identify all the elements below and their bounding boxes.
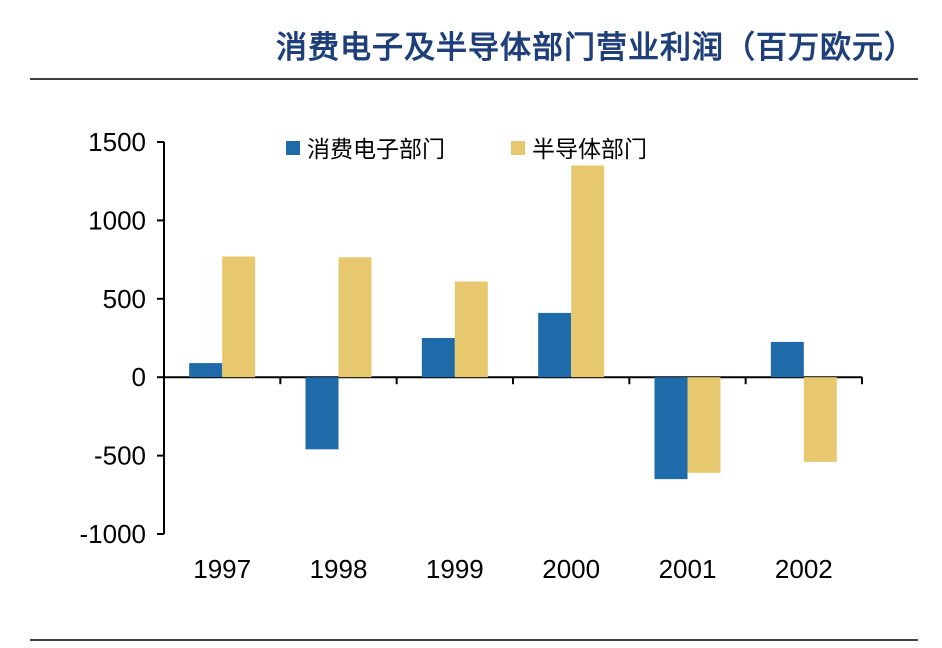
bar-consumer-electronics-2002 bbox=[770, 341, 804, 378]
bar-semiconductor-2000 bbox=[571, 165, 605, 378]
x-tick-label: 1997 bbox=[193, 554, 251, 584]
y-tick-label: 500 bbox=[103, 284, 146, 314]
bar-semiconductor-1997 bbox=[222, 256, 256, 378]
y-tick-label: -500 bbox=[94, 441, 146, 471]
x-tick-label: 2001 bbox=[659, 554, 717, 584]
y-tick-label: -1000 bbox=[80, 519, 147, 549]
bar-consumer-electronics-2001 bbox=[654, 377, 688, 480]
bar-consumer-electronics-2000 bbox=[538, 312, 572, 378]
legend-label: 半导体部门 bbox=[532, 137, 647, 163]
x-tick-label: 1999 bbox=[426, 554, 484, 584]
bar-semiconductor-1998 bbox=[338, 257, 372, 378]
y-axis: 1500 1000 500 0 -500 -1000 bbox=[80, 127, 165, 549]
legend-label: 消费电子部门 bbox=[307, 137, 445, 163]
bar-semiconductor-2001 bbox=[687, 377, 721, 473]
y-tick-label: 0 bbox=[132, 362, 146, 392]
bar-consumer-electronics-1998 bbox=[305, 377, 339, 450]
bar-semiconductor-1999 bbox=[454, 281, 488, 378]
x-tick-label: 2000 bbox=[542, 554, 600, 584]
x-tick-label: 1998 bbox=[310, 554, 368, 584]
bars bbox=[189, 165, 837, 480]
page-title: 消费电子及半导体部门营业利润（百万欧元） bbox=[276, 30, 916, 66]
bar-consumer-electronics-1997 bbox=[189, 363, 223, 378]
legend-swatch bbox=[511, 141, 525, 155]
legend-swatch bbox=[286, 141, 300, 155]
y-tick-label: 1000 bbox=[88, 205, 146, 235]
bar-consumer-electronics-1999 bbox=[421, 338, 455, 378]
x-axis: 1997 1998 1999 2000 2001 2002 bbox=[163, 376, 863, 584]
legend: 消费电子部门 半导体部门 bbox=[286, 137, 647, 163]
bar-semiconductor-2002 bbox=[803, 377, 837, 462]
x-tick-label: 2002 bbox=[775, 554, 833, 584]
y-tick-label: 1500 bbox=[88, 127, 146, 157]
